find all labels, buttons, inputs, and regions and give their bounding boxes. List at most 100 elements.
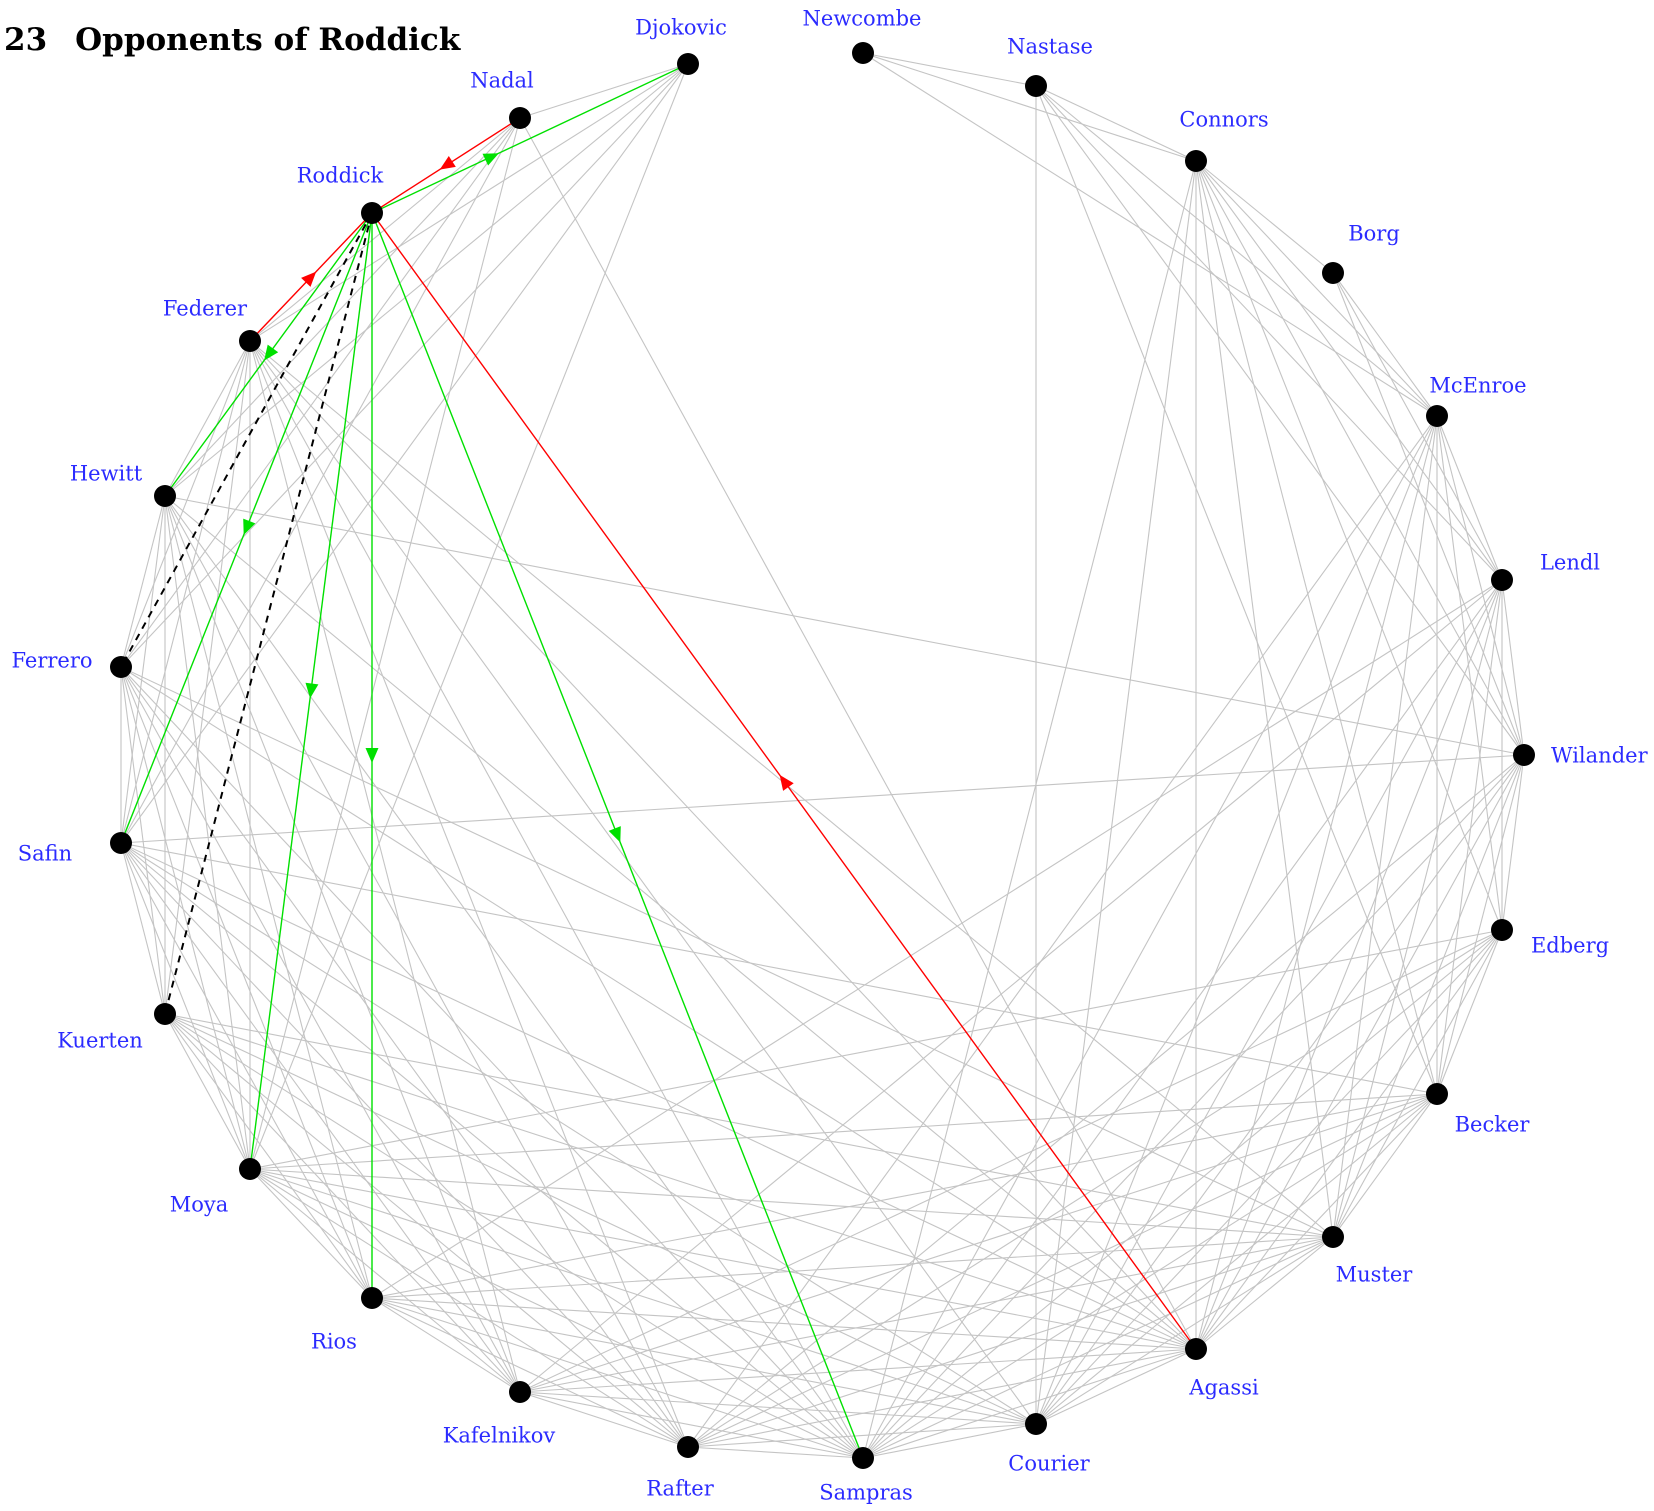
label-becker: Becker: [1455, 1113, 1531, 1137]
edge-mcenroe-edberg: [1436, 415, 1503, 931]
edge-edberg-muster: [1332, 929, 1503, 1238]
node-becker: [1426, 1083, 1448, 1105]
edge-wilander-edberg: [1501, 754, 1525, 931]
plain-edges-layer: [120, 52, 1525, 1459]
edge-courier-sampras: [862, 1423, 1037, 1459]
node-mcenroe: [1426, 405, 1448, 427]
label-kafelnikov: Kafelnikov: [443, 1424, 556, 1448]
edge-agassi-federer: [249, 340, 1197, 1350]
edge-rios-hewitt: [164, 495, 373, 1299]
edge-kafelnikov-safin: [120, 842, 521, 1393]
edge-kafelnikov-moya: [249, 1168, 521, 1393]
label-kuerten: Kuerten: [57, 1029, 143, 1053]
edge-muster-kuerten: [164, 1013, 1334, 1238]
edge-nadal-hewitt: [164, 117, 521, 497]
edge-edberg-moya: [249, 929, 1503, 1170]
node-wilander: [1513, 744, 1535, 766]
node-rafter: [677, 1436, 699, 1458]
edge-becker-kafelnikov: [519, 1093, 1438, 1393]
edge-agassi-sampras: [862, 1348, 1197, 1459]
edge-muster-rafter: [687, 1236, 1334, 1448]
edge-agassi-hewitt: [164, 495, 1197, 1350]
edge-mcenroe-muster: [1332, 415, 1438, 1238]
node-nastase: [1025, 75, 1047, 97]
edge-connors-muster: [1195, 160, 1334, 1238]
edge-safin-wilander: [120, 754, 1525, 844]
edge-connors-sampras: [862, 160, 1197, 1459]
edge-kuerten-safin: [120, 842, 166, 1015]
edge-rafter-ferrero: [120, 666, 689, 1448]
node-safin: [110, 832, 132, 854]
labels-layer: Djokovic Newcombe Nastase Connors Borg McEnro…: [11, 7, 1648, 1505]
node-nadal: [509, 107, 531, 129]
edge-lendl-muster: [1332, 579, 1503, 1238]
node-sampras: [852, 1447, 874, 1469]
node-djokovic: [677, 53, 699, 75]
edge-connors-courier: [1035, 160, 1197, 1425]
edge-kafelnikov-rios: [371, 1297, 521, 1393]
heading-number: 23: [4, 22, 48, 58]
label-sampras: Sampras: [819, 1481, 913, 1505]
edge-wilander-agassi: [1195, 754, 1525, 1350]
edge-becker-rios: [371, 1093, 1438, 1299]
edge-nadal-agassi: [519, 117, 1197, 1350]
edge-agassi-safin: [120, 842, 1197, 1350]
label-hewitt: Hewitt: [70, 462, 143, 486]
arrowhead-federer-roddick: [301, 271, 317, 287]
edge-wilander-sampras: [862, 754, 1525, 1459]
edge-courier-kuerten: [164, 1013, 1037, 1425]
edge-agassi-courier: [1035, 1348, 1197, 1425]
edge-federer-muster: [249, 340, 1334, 1238]
edge-edberg-becker: [1436, 929, 1503, 1095]
label-nadal: Nadal: [470, 69, 534, 93]
edge-borg-lendl: [1332, 272, 1503, 581]
edge-nastase-mcenroe: [1035, 85, 1438, 417]
label-courier: Courier: [1008, 1452, 1090, 1476]
edge-mcenroe-courier: [1035, 415, 1438, 1425]
label-rios: Rios: [311, 1330, 357, 1354]
node-hewitt: [154, 485, 176, 507]
label-federer: Federer: [163, 297, 248, 321]
edge-newcombe-nastase: [862, 52, 1037, 87]
label-rafter: Rafter: [646, 1477, 714, 1501]
edge-borg-wilander: [1332, 272, 1525, 756]
label-muster: Muster: [1336, 1263, 1414, 1287]
edge-rafter-federer: [249, 340, 689, 1448]
arrowhead-roddick-sampras: [608, 826, 621, 843]
node-lendl: [1491, 569, 1513, 591]
edge-edberg-courier: [1035, 929, 1503, 1425]
edge-lendl-kafelnikov: [519, 579, 1503, 1393]
edge-mcenroe-wilander: [1436, 415, 1525, 756]
edge-edberg-rafter: [687, 929, 1503, 1448]
edge-hewitt-wilander: [164, 495, 1525, 756]
edge-borg-mcenroe: [1332, 272, 1438, 417]
label-edberg: Edberg: [1531, 934, 1609, 958]
arrowhead-agassi-roddick: [779, 774, 794, 791]
edge-edberg-kafelnikov: [519, 929, 1503, 1393]
edge-sampras-rafter: [687, 1446, 864, 1459]
win-edge-roddick-djokovic: [371, 63, 689, 214]
edge-moya-hewitt: [164, 495, 251, 1170]
label-wilander: Wilander: [1551, 744, 1649, 768]
edge-ferrero-federer: [120, 340, 251, 668]
node-roddick: [361, 202, 383, 224]
edge-edberg-sampras: [862, 929, 1503, 1459]
label-roddick: Roddick: [297, 164, 384, 188]
edge-courier-safin: [120, 842, 1037, 1425]
arrowhead-roddick-moya: [305, 682, 319, 699]
node-kafelnikov: [509, 1381, 531, 1403]
node-borg: [1322, 262, 1344, 284]
edge-federer-courier: [249, 340, 1037, 1425]
edge-nastase-lendl: [1035, 85, 1503, 581]
edge-sampras-federer: [249, 340, 864, 1459]
edge-wilander-becker: [1436, 754, 1525, 1095]
node-muster: [1322, 1226, 1344, 1248]
edge-safin-hewitt: [120, 495, 166, 844]
edge-muster-sampras: [862, 1236, 1334, 1459]
edge-muster-agassi: [1195, 1236, 1334, 1350]
node-kuerten: [154, 1003, 176, 1025]
node-ferrero: [110, 656, 132, 678]
arrowhead-roddick-safin: [243, 518, 256, 535]
label-djokovic: Djokovic: [635, 16, 727, 40]
edge-djokovic-ferrero: [120, 63, 689, 668]
